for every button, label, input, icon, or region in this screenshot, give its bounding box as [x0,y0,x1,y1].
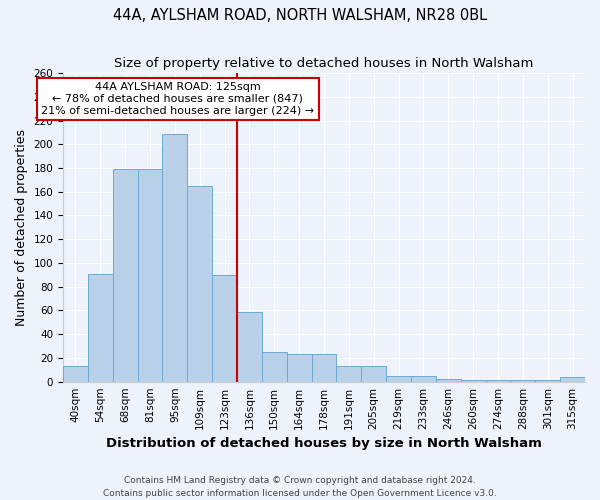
Bar [337,366,361,382]
Text: Contains HM Land Registry data © Crown copyright and database right 2024.
Contai: Contains HM Land Registry data © Crown c… [103,476,497,498]
Bar [461,380,485,382]
Bar [485,380,511,382]
Bar [560,377,585,382]
Bar [237,312,262,382]
Bar [511,380,535,382]
Bar [311,354,337,382]
Bar [113,169,137,382]
Bar [535,380,560,382]
Bar [88,274,113,382]
Bar [287,354,311,382]
Bar [386,376,411,382]
Bar [63,366,88,382]
Title: Size of property relative to detached houses in North Walsham: Size of property relative to detached ho… [115,58,534,70]
Bar [163,134,187,382]
Bar [137,169,163,382]
X-axis label: Distribution of detached houses by size in North Walsham: Distribution of detached houses by size … [106,437,542,450]
Bar [262,352,287,382]
Bar [436,380,461,382]
Bar [212,275,237,382]
Y-axis label: Number of detached properties: Number of detached properties [15,129,28,326]
Bar [411,376,436,382]
Bar [361,366,386,382]
Text: 44A AYLSHAM ROAD: 125sqm
← 78% of detached houses are smaller (847)
21% of semi-: 44A AYLSHAM ROAD: 125sqm ← 78% of detach… [41,82,314,116]
Bar [187,186,212,382]
Text: 44A, AYLSHAM ROAD, NORTH WALSHAM, NR28 0BL: 44A, AYLSHAM ROAD, NORTH WALSHAM, NR28 0… [113,8,487,22]
